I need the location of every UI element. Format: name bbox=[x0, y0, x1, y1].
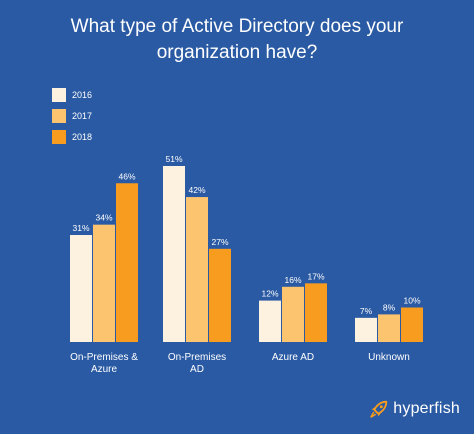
data-label-2018-0: 46% bbox=[118, 171, 135, 181]
chart-title-line-2: organization have? bbox=[156, 42, 318, 63]
legend-swatch-2016 bbox=[52, 87, 66, 102]
legend-swatch-2017 bbox=[52, 108, 66, 123]
bar-2018-2 bbox=[305, 283, 327, 342]
bar-2018-0 bbox=[116, 183, 138, 342]
bar-2018-1 bbox=[209, 248, 231, 342]
category-label-0-0: On-Premises & bbox=[70, 352, 138, 363]
legend-item-2017: 2017 bbox=[52, 107, 92, 124]
bar-2017-2 bbox=[282, 286, 304, 342]
data-label-2018-1: 27% bbox=[211, 237, 228, 247]
legend-label-2017: 2017 bbox=[72, 110, 93, 121]
legend-swatch-2018 bbox=[52, 129, 66, 144]
bar-2017-0 bbox=[93, 224, 115, 342]
data-label-2018-3: 10% bbox=[403, 295, 420, 305]
bar-2016-0 bbox=[70, 235, 92, 342]
data-label-2016-3: 7% bbox=[360, 306, 373, 316]
data-label-2018-2: 17% bbox=[307, 271, 324, 281]
brand-logo: hyperfish bbox=[368, 398, 460, 420]
legend: 2016 2017 2018 bbox=[52, 86, 92, 149]
category-label-1-0: On-Premises bbox=[168, 352, 226, 363]
category-label-0-1: Azure bbox=[91, 364, 118, 375]
category-label-1-1: AD bbox=[190, 364, 204, 375]
data-label-2017-2: 16% bbox=[284, 275, 301, 285]
bar-2016-1 bbox=[163, 166, 185, 342]
data-label-2016-2: 12% bbox=[261, 289, 278, 299]
category-label-2-0: Azure AD bbox=[272, 352, 314, 363]
legend-label-2016: 2016 bbox=[72, 89, 93, 100]
chart-title-line-1: What type of Active Directory does your bbox=[70, 16, 404, 37]
bar-2018-3 bbox=[401, 307, 423, 342]
bar-2016-2 bbox=[259, 300, 281, 342]
category-label-3-0: Unknown bbox=[368, 352, 410, 363]
legend-item-2016: 2016 bbox=[52, 86, 92, 103]
brand-name: hyperfish bbox=[393, 400, 460, 417]
chart-title: What type of Active Directory does your … bbox=[0, 14, 474, 66]
bar-2016-3 bbox=[355, 317, 377, 342]
rocket-icon bbox=[370, 400, 388, 418]
data-label-2017-3: 8% bbox=[383, 302, 396, 312]
legend-label-2018: 2018 bbox=[72, 131, 93, 142]
legend-item-2018: 2018 bbox=[52, 128, 92, 145]
data-label-2016-1: 51% bbox=[165, 154, 182, 164]
data-label-2017-1: 42% bbox=[188, 185, 205, 195]
data-label-2016-0: 31% bbox=[72, 223, 89, 233]
bar-2017-1 bbox=[186, 197, 208, 342]
data-label-2017-0: 34% bbox=[95, 213, 112, 223]
bar-2017-3 bbox=[378, 314, 400, 342]
